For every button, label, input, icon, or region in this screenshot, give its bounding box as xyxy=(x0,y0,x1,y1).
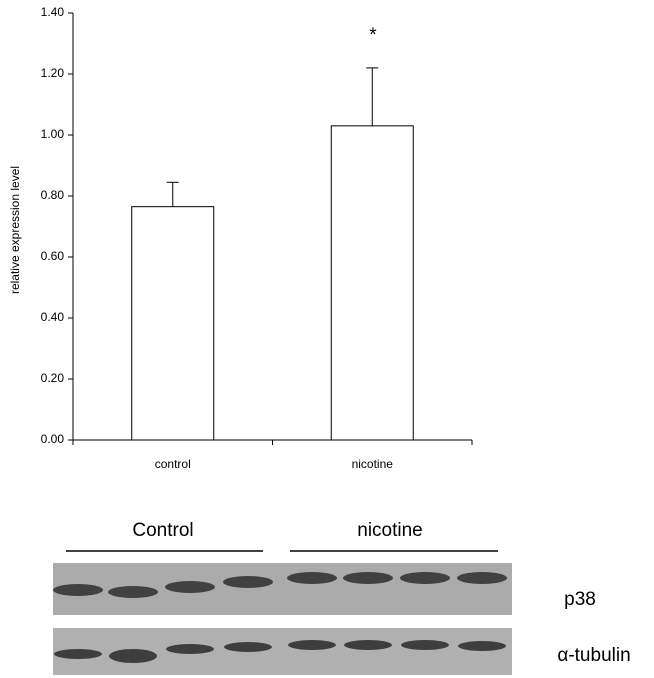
blot-band xyxy=(53,584,103,596)
blot-band xyxy=(458,641,506,651)
group-label: nicotine xyxy=(357,520,423,541)
row-label: α-tubulin xyxy=(557,645,630,666)
blot-band xyxy=(343,572,393,584)
y-tick-label: 0.20 xyxy=(41,371,65,385)
blot-band xyxy=(457,572,507,584)
x-tick-label: control xyxy=(155,457,191,471)
y-tick-label: 0.60 xyxy=(41,249,65,263)
blot-band xyxy=(166,644,214,654)
blot-band xyxy=(224,642,272,652)
y-tick-label: 1.00 xyxy=(41,127,65,141)
y-axis-label: relative expression level xyxy=(8,166,22,294)
blot-band xyxy=(400,572,450,584)
blot-band xyxy=(344,640,392,650)
y-tick-label: 0.00 xyxy=(41,432,65,446)
y-tick-label: 0.80 xyxy=(41,188,65,202)
blot-band xyxy=(223,576,273,588)
blot-band xyxy=(287,572,337,584)
blot-band xyxy=(401,640,449,650)
bar xyxy=(131,206,215,441)
western-blot: Control nicotine p38 α-tubulin xyxy=(53,520,631,675)
blot-band xyxy=(109,649,157,663)
row-label: p38 xyxy=(564,589,596,610)
significance-mark: * xyxy=(369,25,377,46)
group-label: Control xyxy=(132,520,193,541)
bar xyxy=(330,125,414,441)
blot-band xyxy=(165,581,215,593)
blot-band xyxy=(54,649,102,659)
blot-band xyxy=(288,640,336,650)
y-tick-label: 0.40 xyxy=(41,310,65,324)
y-tick-label: 1.40 xyxy=(41,5,65,19)
y-tick-label: 1.20 xyxy=(41,66,65,80)
blot-band xyxy=(108,586,158,598)
x-tick-label: nicotine xyxy=(352,457,394,471)
